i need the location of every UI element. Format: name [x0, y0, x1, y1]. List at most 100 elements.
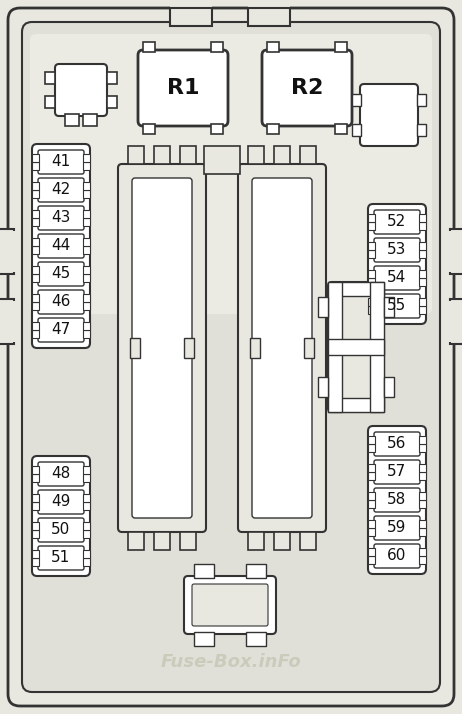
- Bar: [32, 302, 39, 310]
- FancyBboxPatch shape: [8, 8, 454, 706]
- Text: 44: 44: [51, 238, 71, 253]
- Text: 45: 45: [51, 266, 71, 281]
- Text: 59: 59: [387, 521, 407, 536]
- Text: 47: 47: [51, 323, 71, 338]
- Bar: [194, 564, 214, 578]
- Bar: [83, 190, 90, 198]
- FancyBboxPatch shape: [38, 234, 84, 258]
- Bar: [368, 528, 375, 536]
- Bar: [107, 96, 117, 108]
- Bar: [107, 72, 117, 84]
- Bar: [274, 532, 290, 550]
- Bar: [32, 330, 39, 338]
- Bar: [32, 530, 39, 538]
- Bar: [32, 522, 39, 530]
- Bar: [446, 231, 456, 272]
- FancyBboxPatch shape: [38, 178, 84, 202]
- FancyBboxPatch shape: [374, 488, 420, 512]
- Bar: [32, 266, 39, 274]
- Bar: [419, 436, 426, 444]
- Bar: [32, 558, 39, 566]
- Bar: [419, 242, 426, 250]
- Bar: [267, 124, 279, 134]
- Bar: [32, 274, 39, 282]
- Bar: [180, 532, 196, 550]
- FancyBboxPatch shape: [374, 294, 420, 318]
- Text: 51: 51: [51, 550, 71, 565]
- FancyBboxPatch shape: [374, 432, 420, 456]
- Bar: [184, 338, 194, 358]
- FancyBboxPatch shape: [374, 516, 420, 540]
- FancyBboxPatch shape: [374, 210, 420, 234]
- Bar: [450, 299, 462, 344]
- Text: 41: 41: [51, 154, 71, 169]
- Bar: [6, 301, 16, 342]
- Bar: [368, 222, 375, 230]
- Bar: [304, 338, 314, 358]
- Bar: [267, 42, 279, 52]
- Bar: [204, 146, 240, 174]
- Bar: [6, 231, 16, 272]
- FancyBboxPatch shape: [32, 144, 90, 348]
- Bar: [32, 162, 39, 170]
- Bar: [83, 494, 90, 502]
- Bar: [419, 250, 426, 258]
- Text: 57: 57: [387, 465, 407, 480]
- Bar: [45, 72, 55, 84]
- Bar: [318, 377, 328, 397]
- FancyBboxPatch shape: [252, 178, 312, 518]
- Bar: [248, 146, 264, 164]
- Bar: [419, 528, 426, 536]
- Text: 56: 56: [387, 436, 407, 451]
- Bar: [83, 466, 90, 474]
- Bar: [83, 550, 90, 558]
- Bar: [370, 282, 384, 412]
- FancyBboxPatch shape: [38, 318, 84, 342]
- Bar: [32, 190, 39, 198]
- FancyBboxPatch shape: [38, 490, 84, 514]
- Bar: [419, 444, 426, 452]
- Text: 54: 54: [387, 271, 407, 286]
- FancyBboxPatch shape: [32, 456, 90, 576]
- Bar: [83, 218, 90, 226]
- Bar: [45, 96, 55, 108]
- Bar: [368, 306, 375, 314]
- Bar: [246, 564, 266, 578]
- FancyBboxPatch shape: [374, 238, 420, 262]
- Bar: [384, 377, 394, 397]
- Bar: [419, 278, 426, 286]
- Bar: [248, 0, 290, 17]
- Bar: [32, 154, 39, 162]
- Bar: [368, 214, 375, 222]
- Bar: [419, 556, 426, 564]
- Bar: [352, 94, 361, 106]
- FancyBboxPatch shape: [22, 22, 440, 692]
- Bar: [419, 306, 426, 314]
- FancyBboxPatch shape: [262, 50, 352, 126]
- FancyBboxPatch shape: [38, 262, 84, 286]
- Bar: [368, 556, 375, 564]
- FancyBboxPatch shape: [328, 282, 384, 412]
- Bar: [83, 266, 90, 274]
- Text: 42: 42: [51, 183, 71, 198]
- Bar: [170, 8, 212, 26]
- FancyBboxPatch shape: [55, 64, 107, 116]
- FancyBboxPatch shape: [38, 150, 84, 174]
- Bar: [32, 182, 39, 190]
- Text: 46: 46: [51, 294, 71, 309]
- Text: 43: 43: [51, 211, 71, 226]
- Bar: [83, 182, 90, 190]
- Bar: [83, 558, 90, 566]
- Bar: [128, 532, 144, 550]
- FancyBboxPatch shape: [38, 546, 84, 570]
- Bar: [368, 278, 375, 286]
- Bar: [32, 474, 39, 482]
- Bar: [368, 548, 375, 556]
- Bar: [83, 302, 90, 310]
- Text: 50: 50: [51, 523, 71, 538]
- Bar: [368, 436, 375, 444]
- FancyBboxPatch shape: [184, 576, 276, 634]
- Bar: [32, 322, 39, 330]
- Bar: [368, 500, 375, 508]
- Bar: [0, 299, 14, 344]
